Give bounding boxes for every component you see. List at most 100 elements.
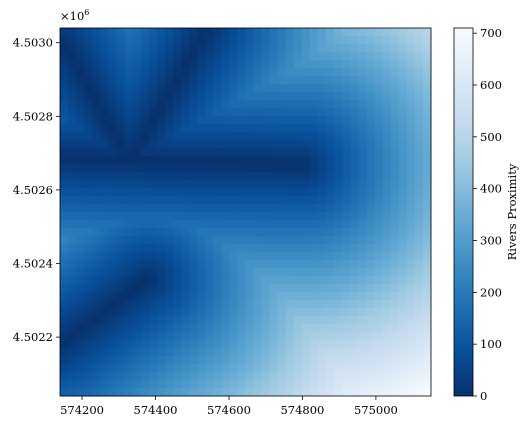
heatmap-cell: [213, 212, 222, 221]
heatmap-cell: [301, 340, 311, 349]
heatmap-cell: [398, 380, 408, 389]
heatmap-cell: [269, 156, 279, 165]
heatmap-cell: [172, 188, 182, 197]
heatmap-cell: [229, 100, 238, 109]
heatmap-cell: [237, 116, 246, 125]
heatmap-cell: [382, 316, 392, 325]
heatmap-cell: [180, 92, 190, 101]
heatmap-cell: [245, 132, 255, 141]
heatmap-cell: [229, 316, 238, 325]
heatmap-cell: [285, 372, 295, 381]
heatmap-cell: [124, 60, 134, 69]
heatmap-cell: [84, 356, 93, 365]
heatmap-cell: [205, 380, 214, 389]
heatmap-cell: [245, 68, 255, 77]
heatmap-cell: [180, 132, 190, 141]
heatmap-cell: [197, 364, 206, 373]
heatmap-cell: [84, 300, 93, 309]
heatmap-cell: [366, 92, 376, 101]
heatmap-cell: [366, 188, 376, 197]
heatmap-cell: [229, 292, 238, 301]
heatmap-cell: [205, 164, 214, 173]
heatmap-cell: [350, 100, 359, 109]
heatmap-cell: [189, 68, 198, 77]
heatmap-cell: [406, 220, 416, 229]
heatmap-cell: [301, 92, 311, 101]
heatmap-cell: [261, 372, 271, 381]
heatmap-cell: [205, 124, 214, 133]
heatmap-cell: [293, 244, 303, 253]
heatmap-cell: [310, 252, 319, 261]
heatmap-cell: [390, 260, 400, 269]
heatmap-cell: [374, 196, 384, 205]
heatmap-cell: [342, 148, 351, 157]
heatmap-cell: [100, 164, 109, 173]
heatmap-cell: [358, 324, 367, 333]
heatmap-cell: [205, 300, 214, 309]
heatmap-cell: [342, 28, 351, 37]
heatmap-cell: [318, 148, 327, 157]
heatmap-cell: [189, 244, 198, 253]
heatmap-cell: [390, 36, 400, 45]
heatmap-cell: [358, 244, 367, 253]
heatmap-cell: [414, 132, 424, 141]
heatmap-cell: [60, 156, 69, 165]
heatmap-cell: [180, 100, 190, 109]
heatmap-cell: [60, 116, 69, 125]
heatmap-cell: [68, 268, 77, 277]
heatmap-cell: [100, 92, 109, 101]
heatmap-cell: [422, 372, 432, 381]
heatmap-cell: [374, 100, 384, 109]
heatmap-cell: [269, 132, 279, 141]
heatmap-cell: [285, 196, 295, 205]
heatmap-cell: [334, 44, 343, 53]
heatmap-cell: [197, 292, 206, 301]
heatmap-cell: [301, 172, 311, 181]
heatmap-cell: [406, 180, 416, 189]
heatmap-cell: [301, 388, 311, 397]
heatmap-cell: [334, 28, 343, 37]
heatmap-cell: [140, 340, 150, 349]
heatmap-cell: [382, 364, 392, 373]
heatmap-cell: [148, 300, 158, 309]
heatmap-cell: [414, 292, 424, 301]
heatmap-cell: [213, 220, 222, 229]
heatmap-cell: [382, 228, 392, 237]
heatmap-cell: [156, 36, 166, 45]
heatmap-cell: [366, 156, 376, 165]
heatmap-cell: [68, 212, 77, 221]
heatmap-cell: [213, 388, 222, 397]
heatmap-cell: [310, 364, 319, 373]
heatmap-cell: [140, 148, 150, 157]
heatmap-cell: [366, 284, 376, 293]
heatmap-cell: [366, 252, 376, 261]
heatmap-cell: [350, 124, 359, 133]
heatmap-cell: [269, 68, 279, 77]
heatmap-cell: [245, 380, 255, 389]
heatmap-cell: [197, 212, 206, 221]
heatmap-cell: [205, 292, 214, 301]
heatmap-cell: [366, 244, 376, 253]
heatmap-cell: [68, 60, 77, 69]
heatmap-cell: [318, 212, 327, 221]
heatmap-cell: [422, 84, 432, 93]
heatmap-cell: [140, 84, 150, 93]
heatmap-cell: [84, 108, 93, 117]
heatmap-cell: [390, 108, 400, 117]
heatmap-cell: [197, 188, 206, 197]
heatmap-cell: [229, 76, 238, 85]
heatmap-cell: [164, 148, 174, 157]
heatmap-cell: [406, 308, 416, 317]
heatmap-cell: [342, 340, 351, 349]
heatmap-cell: [68, 92, 77, 101]
heatmap-cell: [382, 204, 392, 213]
heatmap-cell: [374, 364, 384, 373]
heatmap-cell: [124, 28, 134, 37]
heatmap-cell: [84, 212, 93, 221]
colorbar-tick-label: 100: [480, 337, 502, 351]
heatmap-cell: [342, 268, 351, 277]
heatmap-cell: [342, 380, 351, 389]
heatmap-cell: [285, 84, 295, 93]
heatmap-cell: [245, 268, 255, 277]
heatmap-cell: [398, 116, 408, 125]
